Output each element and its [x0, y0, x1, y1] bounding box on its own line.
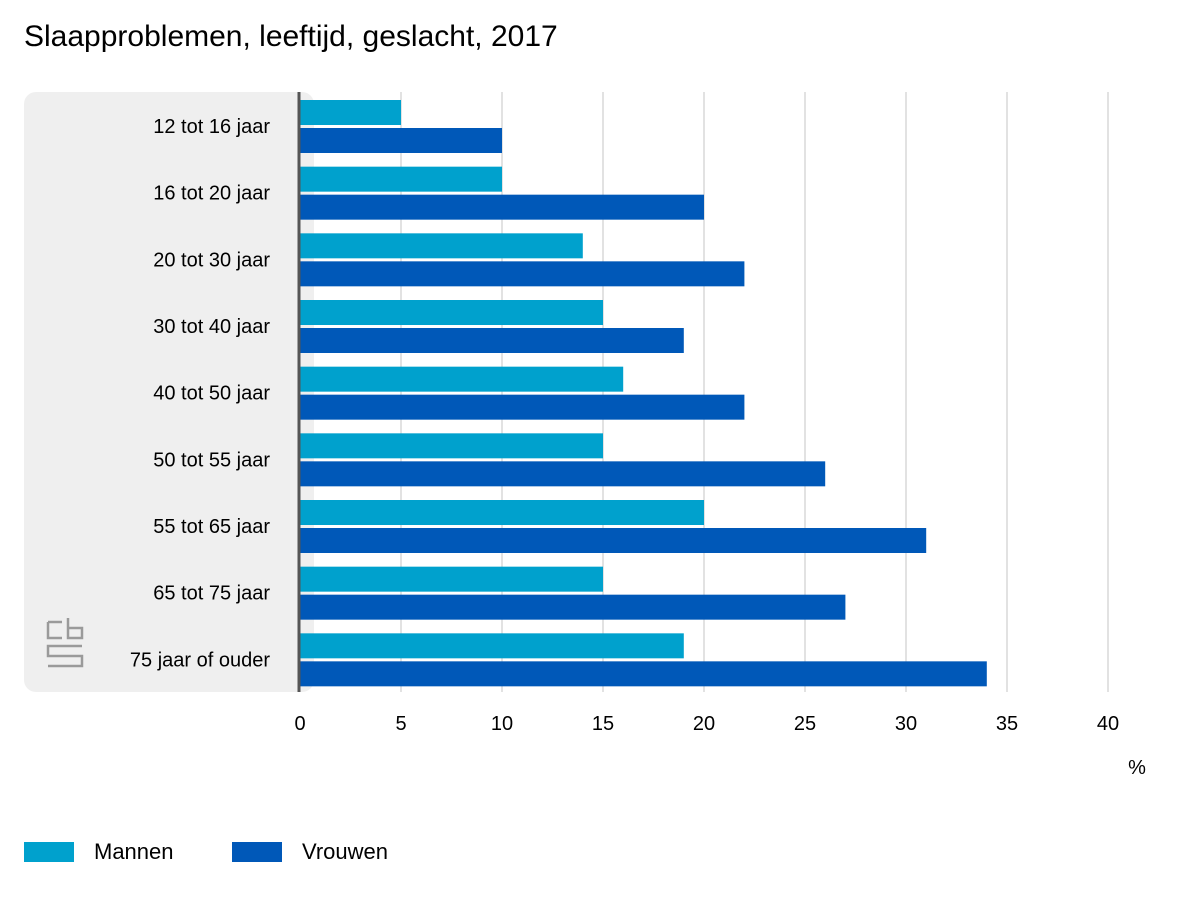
category-labels: 12 tot 16 jaar 16 tot 20 jaar 20 tot 30 ja…: [130, 116, 270, 671]
category-label: 40 tot 50 jaar: [153, 383, 270, 405]
legend-label-mannen: Mannen: [94, 839, 174, 864]
x-tick-label: 25: [794, 713, 816, 735]
bar-vrouwen: [300, 194, 704, 220]
bar-vrouwen: [300, 594, 846, 620]
category-label: 20 tot 30 jaar: [153, 249, 270, 271]
x-tick-label: 20: [693, 713, 715, 735]
x-tick-label: 35: [996, 713, 1018, 735]
bar-vrouwen: [300, 461, 826, 487]
bar-mannen: [300, 233, 583, 259]
x-tick-label: 30: [895, 713, 917, 735]
category-label: 55 tot 65 jaar: [153, 516, 270, 538]
bar-mannen: [300, 100, 401, 125]
bar-vrouwen: [300, 128, 502, 153]
category-label: 75 jaar of ouder: [130, 649, 270, 671]
chart-title: Slaapproblemen, leeftijd, geslacht, 2017: [24, 20, 558, 53]
cbs-logo-icon: cbs: [46, 618, 84, 668]
bar-mannen: [300, 166, 502, 192]
bar-mannen: [300, 366, 624, 392]
category-label: 65 tot 75 jaar: [153, 583, 270, 605]
gridlines: [400, 92, 1109, 692]
bar-vrouwen: [300, 261, 745, 287]
x-tick-label: 0: [294, 713, 305, 735]
legend-swatch-mannen: [24, 842, 74, 862]
legend-label-vrouwen: Vrouwen: [302, 839, 388, 864]
bar-vrouwen: [300, 394, 745, 420]
bar-mannen: [300, 566, 603, 592]
x-tick-label: 10: [491, 713, 513, 735]
bars: [300, 100, 987, 687]
bar-vrouwen: [300, 661, 987, 687]
category-label: 12 tot 16 jaar: [153, 116, 270, 138]
category-label: 16 tot 20 jaar: [153, 183, 270, 205]
category-panel: [24, 92, 314, 692]
x-axis-label: %: [1128, 757, 1146, 779]
x-tick-label: 40: [1097, 713, 1119, 735]
bar-mannen: [300, 300, 603, 325]
bar-mannen: [300, 433, 603, 459]
x-tick-label: 5: [395, 713, 406, 735]
bar-vrouwen: [300, 528, 927, 553]
category-label: 30 tot 40 jaar: [153, 316, 270, 338]
legend: Mannen Vrouwen: [24, 839, 388, 864]
category-panel-edge: [290, 92, 300, 692]
category-label: 50 tot 55 jaar: [153, 449, 270, 471]
bar-vrouwen: [300, 328, 684, 353]
x-tick-label: 15: [592, 713, 614, 735]
bar-mannen: [300, 633, 684, 659]
legend-swatch-vrouwen: [232, 842, 282, 862]
x-axis-ticks: 0 5 10 15 20 25 30 35 40: [294, 713, 1119, 735]
bar-mannen: [300, 500, 704, 525]
